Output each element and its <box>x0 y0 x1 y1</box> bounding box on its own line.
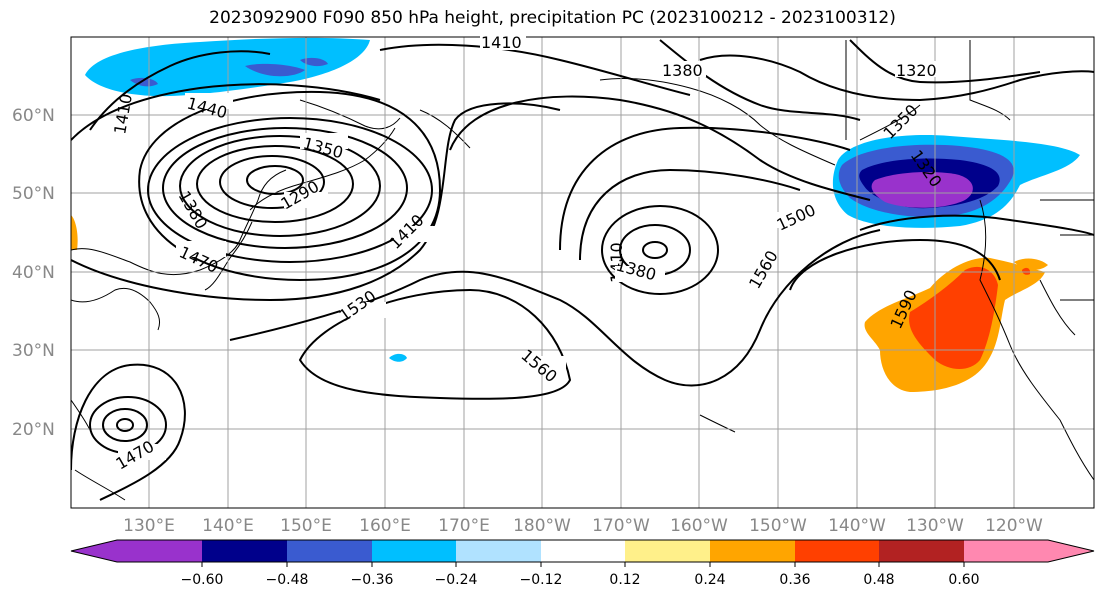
lat-label: 60°N <box>12 106 55 126</box>
contour-label: 1320 <box>896 61 937 80</box>
colorbar-segment <box>964 540 1094 562</box>
colorbar-segment <box>372 540 456 562</box>
lon-label: 130°W <box>906 516 964 536</box>
colorbar-segment <box>710 540 795 562</box>
lat-label: 20°N <box>12 420 55 440</box>
lon-label: 170°W <box>592 516 650 536</box>
graticule <box>71 37 1094 508</box>
colorbar-tick-label: −0.36 <box>351 572 394 588</box>
lon-label: 160°W <box>670 516 728 536</box>
colorbar-tick-label: 0.36 <box>779 572 810 588</box>
colorbar-tick-label: −0.60 <box>181 572 224 588</box>
colorbar-segment <box>202 540 287 562</box>
map-title: 2023092900 F090 850 hPa height, precipit… <box>209 8 896 28</box>
lon-label: 130°E <box>123 516 175 536</box>
longitude-labels: 130°E 140°E 150°E 160°E 170°E 180°W 170°… <box>123 516 1043 536</box>
latitude-labels: 60°N 50°N 40°N 30°N 20°N <box>12 106 55 440</box>
lon-label: 140°W <box>828 516 886 536</box>
lon-label: 150°E <box>280 516 332 536</box>
colorbar-tick-label: 0.12 <box>609 572 640 588</box>
lat-label: 30°N <box>12 341 55 361</box>
colorbar-segment <box>541 540 625 562</box>
lon-label: 160°E <box>359 516 411 536</box>
contour-label: 1410 <box>481 33 522 52</box>
height-contours <box>71 39 1094 501</box>
lon-label: 120°W <box>985 516 1043 536</box>
colorbar-segment <box>287 540 372 562</box>
colorbar-segment <box>795 540 879 562</box>
precip-shading <box>71 37 1080 392</box>
lat-label: 40°N <box>12 263 55 283</box>
lon-label: 150°W <box>749 516 807 536</box>
colorbar-tick-label: −0.24 <box>435 572 478 588</box>
colorbar-segment <box>625 540 710 562</box>
colorbar-segment <box>71 540 202 562</box>
lat-label: 50°N <box>12 184 55 204</box>
lon-label: 140°E <box>202 516 254 536</box>
lon-label: 180°W <box>513 516 571 536</box>
colorbar-segment <box>456 540 541 562</box>
colorbar-tick-label: −0.48 <box>266 572 309 588</box>
colorbar-tick-label: −0.12 <box>520 572 563 588</box>
colorbar-tick-label: 0.48 <box>863 572 894 588</box>
colorbar-segment <box>879 540 964 562</box>
colorbar: −0.60 −0.48 −0.36 −0.24 −0.12 0.12 0.24 … <box>70 539 1095 588</box>
colorbar-tick-label: 0.24 <box>694 572 725 588</box>
contour-label: 1380 <box>662 61 703 80</box>
map-area <box>71 37 1094 508</box>
colorbar-tick-label: 0.60 <box>948 572 979 588</box>
lon-label: 170°E <box>438 516 490 536</box>
